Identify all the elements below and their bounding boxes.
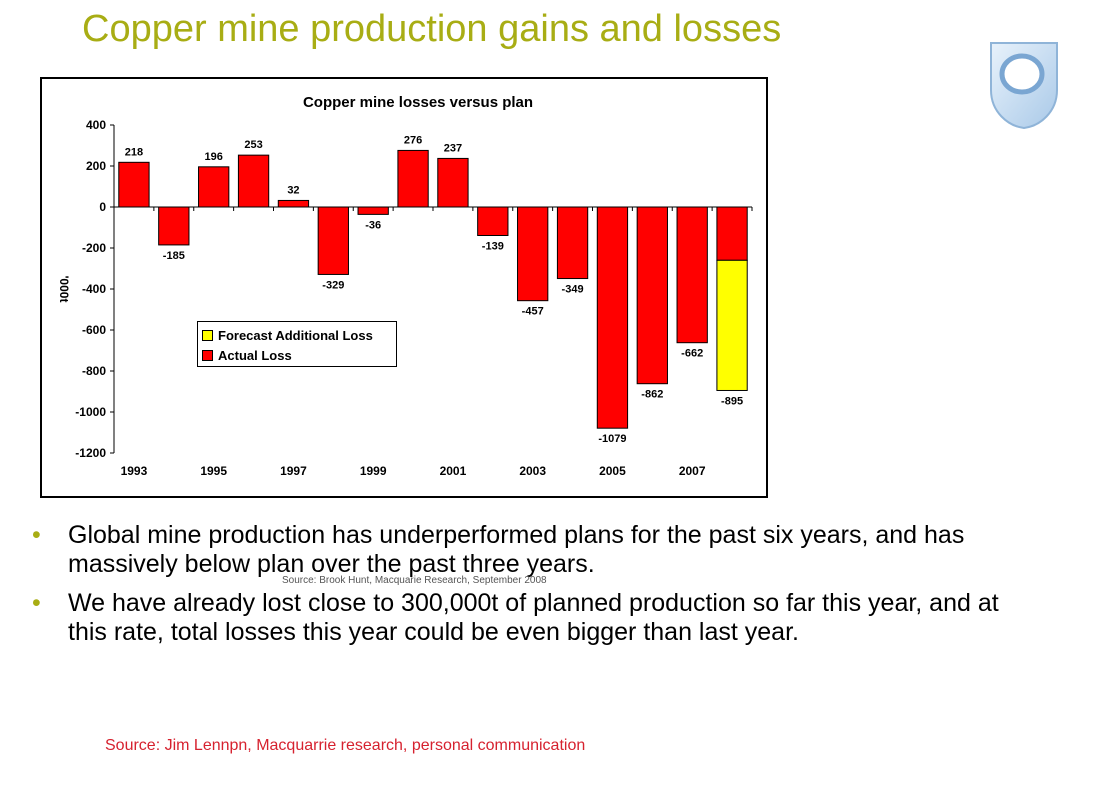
legend-swatch-actual: [202, 349, 213, 361]
bar-data-label: -862: [641, 389, 663, 401]
x-tick-label: 1993: [121, 464, 148, 478]
chart-source-note: Source: Brook Hunt, Macquarie Research, …: [282, 575, 547, 586]
x-tick-label: 2007: [679, 464, 706, 478]
slide-title: Copper mine production gains and losses: [82, 8, 782, 50]
bullet-dot-icon: •: [32, 521, 41, 549]
bar-actual-loss: [596, 206, 629, 429]
bar-actual-loss: [716, 206, 748, 261]
bar-data-label: -895: [721, 395, 743, 407]
bar-actual-loss: [636, 206, 668, 385]
legend-item-forecast: Forecast Additional Loss: [202, 325, 392, 345]
legend-label-forecast: Forecast Additional Loss: [218, 327, 373, 343]
bullet-text: We have already lost close to 300,000t o…: [68, 589, 999, 646]
bar-actual-loss: [397, 149, 429, 208]
chart-legend: Forecast Additional Loss Actual Loss: [197, 321, 397, 367]
bar-actual-loss: [237, 154, 270, 208]
y-tick-label: -800: [82, 364, 106, 378]
bar-data-label: 32: [287, 184, 299, 196]
bar-forecast-additional-loss: [716, 259, 748, 391]
chart-frame: Copper mine losses versus plan 400 200 0 -2…: [40, 77, 768, 498]
bar-data-label: -329: [322, 279, 344, 291]
y-tick-label: 400: [86, 118, 106, 132]
bullet-text: Global mine production has underperforme…: [68, 521, 965, 578]
bar-data-label: 237: [444, 142, 462, 154]
bar-data-label: -185: [163, 250, 185, 262]
y-tick-label: -600: [82, 323, 106, 337]
bar-data-label: 196: [205, 151, 223, 163]
y-tick-label: -1000: [75, 405, 106, 419]
bar-data-label: -36: [365, 219, 381, 231]
bar-actual-loss: [556, 206, 589, 280]
bar-data-label: 218: [125, 146, 143, 158]
footer-source: Source: Jim Lennpn, Macquarrie research,…: [105, 737, 586, 754]
y-tick-label: -1200: [75, 446, 106, 460]
bar-data-label: -349: [562, 284, 584, 296]
y-tick-label: -400: [82, 282, 106, 296]
bar-data-label: -457: [522, 306, 544, 318]
y-axis-label: '000t: [57, 276, 71, 303]
bar-chart: Copper mine losses versus plan 400 200 0 -2…: [57, 94, 753, 478]
bar-actual-loss: [517, 206, 549, 302]
x-tick-label: 2003: [519, 464, 546, 478]
bar-actual-loss: [437, 157, 469, 208]
bar-data-label: -139: [482, 240, 504, 252]
bullet-item: • We have already lost close to 300,000t…: [32, 589, 1042, 647]
x-tick-label: 2001: [440, 464, 467, 478]
x-tick-label: 1999: [360, 464, 387, 478]
legend-label-actual: Actual Loss: [218, 347, 292, 363]
legend-item-actual: Actual Loss: [202, 345, 392, 365]
bar-data-label: 276: [404, 134, 422, 146]
bar-actual-loss: [317, 206, 349, 275]
bar-actual-loss: [198, 166, 230, 208]
bar-actual-loss: [158, 206, 190, 246]
bar-actual-loss: [277, 199, 310, 208]
bar-data-label: -1079: [598, 433, 626, 445]
x-tick-label: 1997: [280, 464, 307, 478]
bar-actual-loss: [477, 206, 509, 236]
legend-swatch-forecast: [202, 329, 213, 341]
bullet-list: • Global mine production has underperfor…: [32, 521, 1042, 657]
y-tick-label: 200: [86, 159, 106, 173]
bar-actual-loss: [676, 206, 708, 344]
bar-data-label: -662: [681, 348, 703, 360]
chart-title: Copper mine losses versus plan: [303, 94, 533, 111]
bullet-dot-icon: •: [32, 589, 41, 617]
y-tick-label: -200: [82, 241, 106, 255]
bar-actual-loss: [357, 206, 389, 215]
bar-actual-loss: [118, 161, 150, 208]
bullet-item: • Global mine production has underperfor…: [32, 521, 1042, 579]
y-tick-label: 0: [99, 200, 106, 214]
bar-data-label: 253: [244, 139, 262, 151]
x-tick-label: 1995: [200, 464, 227, 478]
open-university-logo: [988, 40, 1060, 130]
x-tick-label: 2005: [599, 464, 626, 478]
